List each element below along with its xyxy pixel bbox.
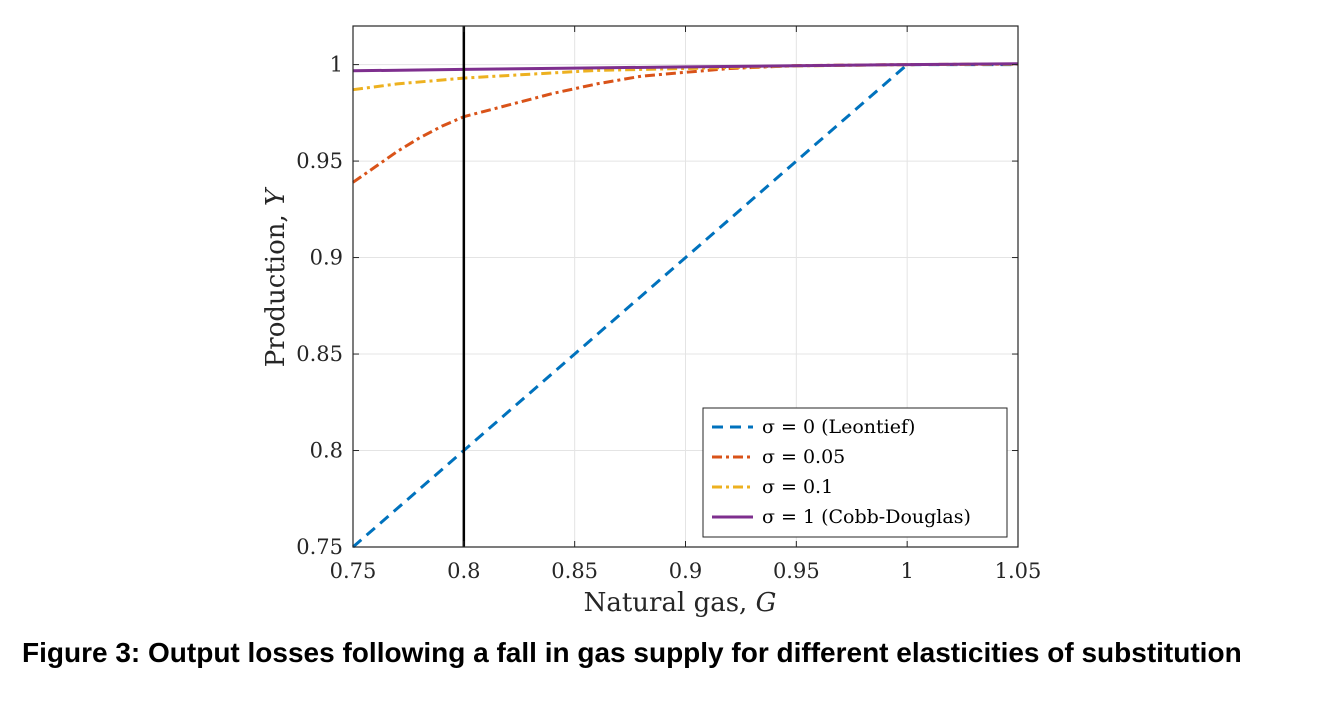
y-tick-labels: 0.75 0.8 0.85 0.9 0.95 1 (296, 53, 343, 559)
legend-box (702, 407, 1008, 538)
y-tick-label: 0.9 (310, 246, 343, 270)
y-tick-label: 0.95 (296, 149, 343, 173)
y-tick-label: 0.85 (296, 342, 343, 366)
legend: σ = 0 (Leontief) σ = 0.05 σ = 0.1 σ = 1 (Co… (702, 407, 1008, 538)
x-tick-label: 0.9 (669, 559, 702, 583)
legend-items: σ = 0 (Leontief) σ = 0.05 σ = 0.1 σ = 1 (Co… (712, 416, 971, 528)
tick-marks (352, 26, 1019, 548)
x-axis-label: Natural gas, G (584, 588, 777, 618)
legend-label-3: σ = 1 (Cobb-Douglas) (762, 506, 971, 528)
x-tick-label: 0.95 (773, 559, 820, 583)
legend-label-1: σ = 0.05 (762, 446, 845, 468)
chart: 0.75 0.8 0.85 0.9 0.95 1 1.05 0.750.80.850.90.… (261, 25, 1042, 618)
x-tick-labels: 0.75 0.8 0.85 0.9 0.95 1 1.05 (330, 559, 1042, 583)
figure-caption: Figure 3: Output losses following a fall… (22, 637, 1242, 668)
legend-label-0: σ = 0 (Leontief) (762, 416, 915, 438)
x-tick-label: 1 (900, 559, 913, 583)
x-tick-label: 0.85 (551, 559, 598, 583)
x-tick-label: 0.75 (330, 559, 377, 583)
y-tick-label: 0.75 (296, 535, 343, 559)
x-tick-label: 1.05 (995, 559, 1042, 583)
y-axis-label: Production, Y (261, 186, 291, 367)
y-tick-label: 1 (330, 53, 343, 77)
x-tick-label: 0.8 (447, 559, 480, 583)
y-tick-label: 0.8 (310, 439, 343, 463)
legend-label-2: σ = 0.1 (762, 476, 833, 498)
